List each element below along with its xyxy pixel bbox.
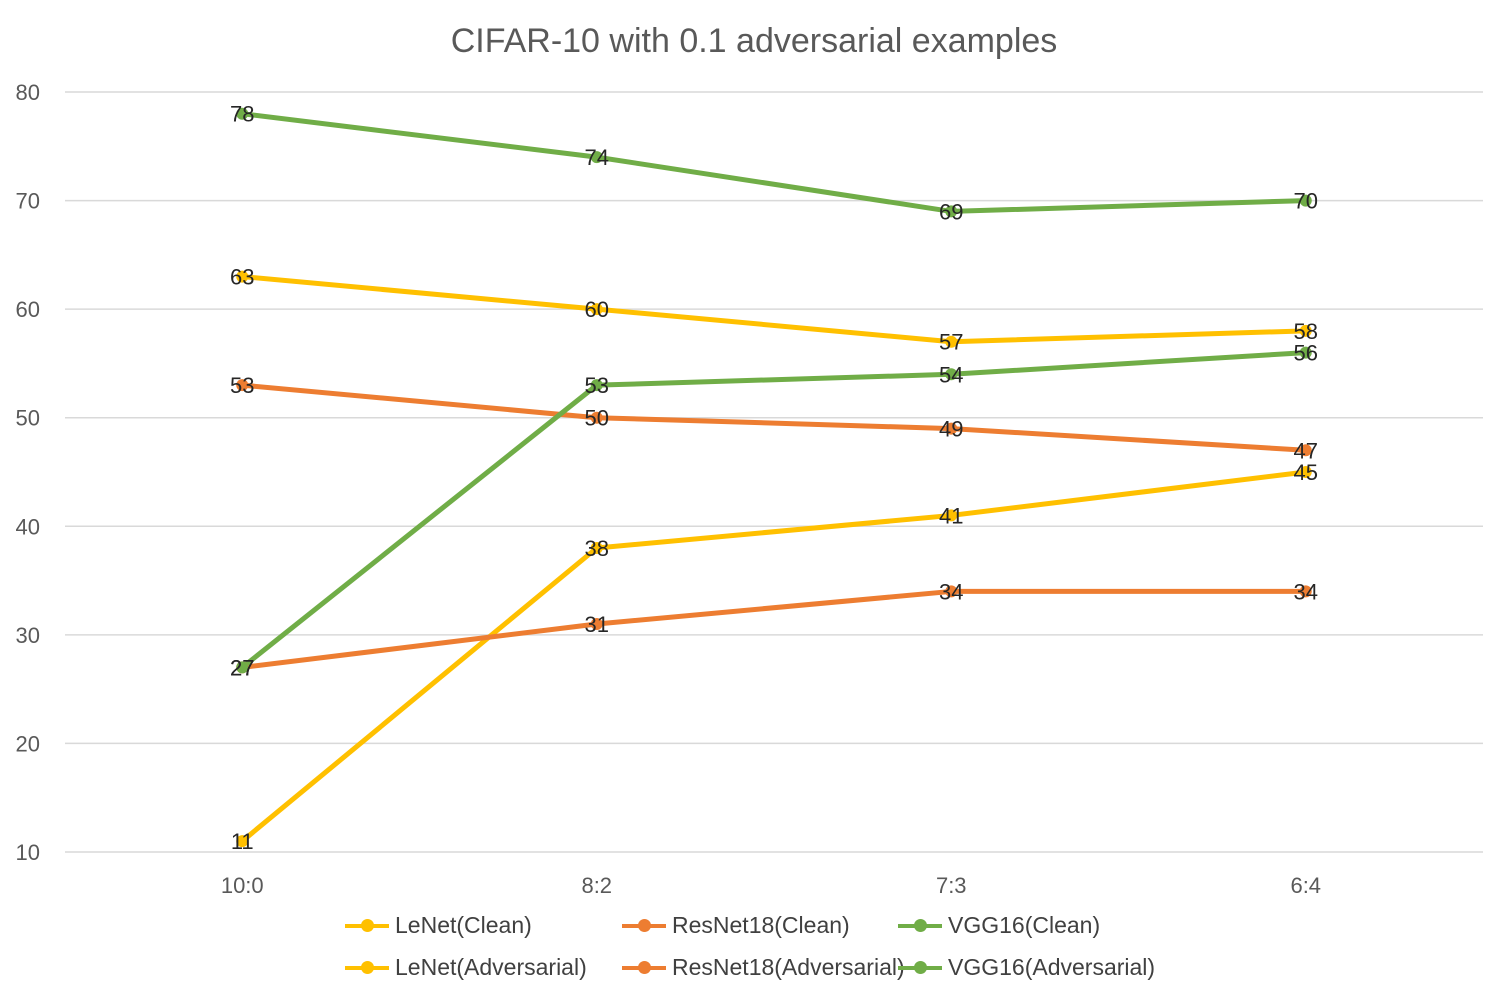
data-point [236,835,249,848]
legend-label: VGG16(Adversarial) [948,954,1156,980]
legend-swatch [898,960,942,974]
legend-swatch [622,960,666,974]
data-point [236,107,249,120]
data-label: 54 [939,362,963,387]
data-label: 34 [939,579,963,604]
legend-swatch [622,918,666,932]
data-point [236,379,249,392]
x-tick-label: 6:4 [1290,873,1321,898]
series-line [239,350,1309,670]
chart-title: CIFAR-10 with 0.1 adversarial examples [450,22,1058,60]
data-point [945,585,958,598]
legend-item: VGG16(Clean) [898,912,1100,939]
y-tick-label: 80 [16,80,40,105]
series-line [239,588,1309,670]
data-label: 41 [939,503,963,528]
series-line [239,382,1309,453]
x-tick-label: 8:2 [581,873,612,898]
y-tick-label: 40 [16,514,40,539]
data-point [590,411,603,424]
data-point [590,303,603,316]
data-point [1299,194,1312,207]
legend-item: ResNet18(Adversarial) [622,954,905,981]
legend-item: VGG16(Adversarial) [898,954,1155,981]
data-label: 60 [585,297,609,322]
data-label: 50 [585,406,609,431]
data-label: 11 [231,829,254,854]
data-label: 45 [1294,460,1318,485]
data-label: 49 [939,417,963,442]
data-point [1299,444,1312,457]
y-tick-label: 60 [16,297,40,322]
data-point [590,379,603,392]
legend-label: ResNet18(Clean) [672,912,850,938]
data-label: 70 [1294,189,1318,214]
data-point [945,368,958,381]
data-label: 34 [1294,579,1318,604]
data-label: 78 [230,102,254,127]
data-point [945,509,958,522]
data-point [590,151,603,164]
data-point [590,542,603,554]
data-point [945,205,958,218]
legend-item: LeNet(Clean) [345,912,532,939]
y-tick-label: 50 [16,406,40,431]
data-point [1299,466,1312,478]
data-point [1299,346,1312,359]
legend-item: ResNet18(Clean) [622,912,850,939]
data-label: 69 [939,199,963,224]
series-line [239,111,1309,214]
legend-label: LeNet(Clean) [395,912,532,938]
data-label: 38 [585,536,609,561]
data-label: 27 [230,655,254,680]
legend-label: LeNet(Adversarial) [395,954,587,980]
y-tick-label: 10 [16,840,40,865]
data-point [1299,585,1312,598]
y-tick-label: 20 [16,731,40,756]
y-tick-label: 70 [16,189,40,214]
data-label: 27 [230,655,254,680]
data-point [1299,324,1312,337]
x-tick-label: 7:3 [936,873,967,898]
legend-label: VGG16(Clean) [948,912,1101,938]
legend-swatch [345,960,389,974]
data-label: 31 [585,612,609,637]
legend-swatch [898,918,942,932]
series-line [239,469,1309,844]
series-line [239,274,1309,345]
data-label: 57 [939,330,963,355]
x-tick-label: 10:0 [221,873,264,898]
data-label: 63 [230,265,254,290]
legend-label: ResNet18(Adversarial) [672,954,905,980]
data-point [945,422,958,435]
data-label: 47 [1294,438,1318,463]
data-label: 74 [585,145,609,170]
data-point [236,270,249,283]
data-label: 58 [1294,319,1318,344]
data-label: 53 [585,373,609,398]
data-point [236,661,249,674]
legend-item: LeNet(Adversarial) [345,954,587,981]
data-label: 56 [1294,341,1318,366]
data-label: 53 [230,373,254,398]
data-point [945,335,958,348]
legend-swatch [345,918,389,932]
data-point [590,618,603,630]
y-tick-label: 30 [16,623,40,648]
